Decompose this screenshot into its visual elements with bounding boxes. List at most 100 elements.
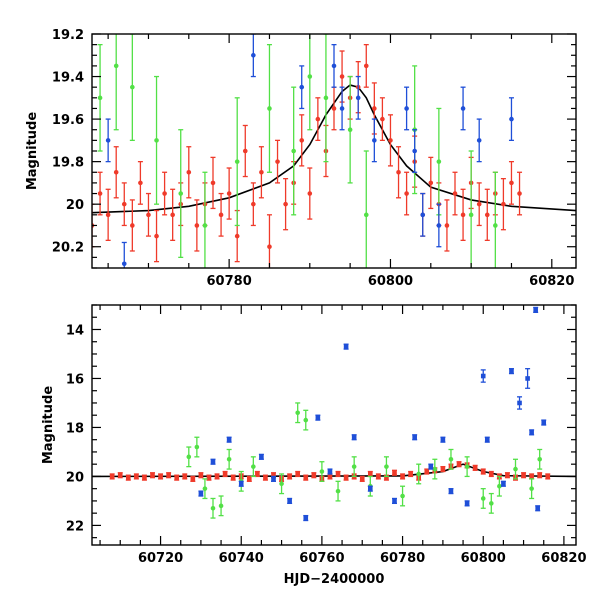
marker: [230, 475, 236, 480]
marker: [529, 430, 534, 435]
marker: [295, 471, 300, 477]
marker: [444, 223, 450, 228]
marker: [493, 223, 498, 228]
marker: [388, 138, 393, 143]
marker: [432, 466, 438, 472]
marker: [234, 233, 240, 239]
data-point-red: [299, 114, 305, 167]
data-point-red: [210, 156, 216, 210]
data-point-red: [162, 171, 168, 216]
marker: [448, 488, 454, 494]
marker: [283, 201, 288, 207]
data-point-red: [379, 97, 385, 142]
data-point-red: [359, 475, 365, 482]
marker: [121, 201, 127, 207]
data-point-green: [226, 448, 232, 470]
y-tick-label: 19.8: [52, 156, 84, 171]
marker: [126, 475, 131, 480]
marker: [198, 472, 204, 478]
data-point-blue: [331, 43, 337, 88]
data-point-blue: [464, 500, 470, 507]
data-point-blue: [238, 480, 244, 487]
x-axis-label: HJD−2400000: [284, 572, 385, 587]
data-point-green: [335, 480, 341, 502]
data-point-blue: [287, 497, 293, 505]
data-point-red: [190, 475, 196, 482]
data-point-green: [202, 478, 208, 500]
data-point-red: [460, 188, 466, 241]
data-point-red: [327, 473, 333, 480]
data-point-red: [295, 470, 301, 478]
marker: [295, 410, 301, 416]
marker: [436, 223, 442, 228]
marker: [150, 472, 155, 478]
marker: [303, 475, 309, 480]
marker: [384, 464, 389, 469]
marker: [400, 474, 405, 479]
marker: [335, 471, 341, 477]
marker: [226, 191, 232, 196]
marker: [138, 180, 143, 186]
data-point-blue: [258, 453, 264, 460]
data-point-red: [396, 146, 402, 199]
data-point-red: [182, 473, 188, 480]
marker: [489, 501, 494, 506]
marker: [452, 191, 458, 196]
marker: [234, 159, 240, 164]
data-point-blue: [412, 129, 418, 173]
data-point-green: [250, 456, 256, 478]
plot-area: [92, 34, 576, 268]
data-point-red: [315, 97, 321, 142]
marker: [327, 469, 333, 474]
data-point-green: [416, 463, 422, 485]
marker: [489, 471, 494, 477]
data-point-blue: [392, 497, 397, 505]
data-point-red: [97, 171, 103, 216]
marker: [210, 459, 216, 465]
marker: [271, 472, 276, 478]
data-point-green: [448, 448, 454, 470]
marker: [251, 464, 256, 469]
marker: [242, 148, 248, 154]
marker: [182, 474, 188, 479]
marker: [170, 212, 175, 218]
data-point-blue: [541, 419, 547, 426]
bottom-panel: 60720 60740 60760 60780 60800 60820 14 16 18 20 22…: [41, 304, 587, 587]
data-point-red: [545, 473, 551, 480]
data-point-red: [154, 209, 160, 263]
marker: [440, 466, 446, 472]
data-point-red: [500, 178, 506, 231]
data-point-green: [319, 461, 325, 482]
data-point-green: [154, 75, 160, 205]
marker: [372, 138, 377, 143]
data-point-green: [496, 475, 502, 497]
marker: [154, 233, 159, 239]
marker: [517, 400, 522, 406]
marker: [202, 223, 208, 228]
y-tick-label: 19.2: [52, 28, 84, 43]
marker: [117, 472, 123, 478]
data-point-red: [363, 43, 369, 88]
x-tick-label: 60780: [380, 551, 425, 566]
marker: [279, 481, 284, 487]
data-point-blue: [343, 343, 349, 350]
marker: [109, 474, 115, 479]
data-point-blue: [484, 436, 490, 443]
marker: [121, 261, 127, 267]
data-point-red: [174, 474, 180, 481]
data-point-blue: [436, 203, 442, 248]
data-point-red: [141, 474, 147, 481]
data-point-green: [383, 456, 389, 478]
data-point-blue: [339, 86, 345, 131]
data-point-blue: [535, 505, 541, 512]
marker: [472, 465, 478, 471]
marker: [154, 138, 159, 143]
marker: [162, 191, 167, 196]
data-point-green: [363, 150, 369, 268]
data-point-red: [266, 214, 272, 268]
data-point-red: [484, 188, 490, 241]
data-point-red: [517, 171, 523, 216]
data-point-blue: [517, 396, 523, 410]
data-point-red: [387, 114, 393, 167]
data-point-blue: [198, 490, 204, 497]
